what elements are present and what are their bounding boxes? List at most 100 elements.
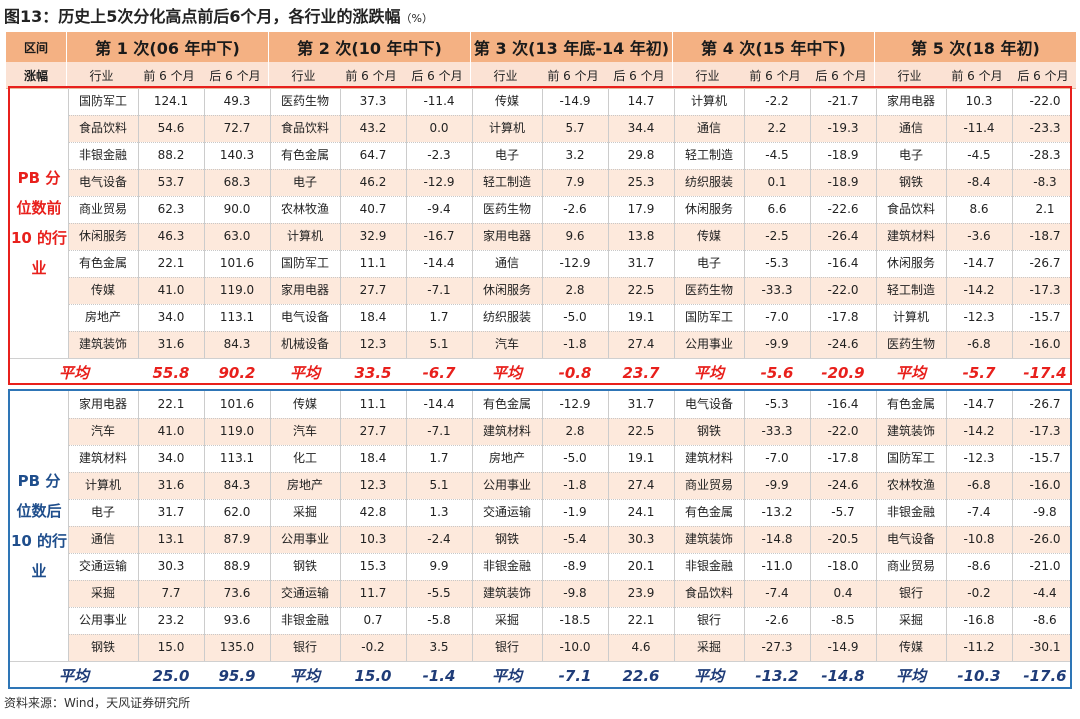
- value-after-6m: -26.7: [1029, 256, 1061, 270]
- industry-name: 公用事业: [482, 478, 531, 492]
- value-before-6m: 11.1: [359, 397, 387, 411]
- value-before-6m: 32.9: [359, 229, 387, 243]
- value-after-6m: -24.6: [827, 478, 859, 492]
- value-after-6m: 29.8: [627, 148, 655, 162]
- industry-name: 房地产: [286, 478, 323, 492]
- value-before-6m: 18.4: [359, 451, 387, 465]
- value-before-6m: -2.2: [765, 94, 789, 108]
- value-before-6m: -12.3: [963, 451, 995, 465]
- industry-name: 国防军工: [78, 94, 127, 108]
- industry-name: 房地产: [488, 451, 525, 465]
- value-after-6m: 0.4: [833, 586, 853, 600]
- industry-name: 医药生物: [482, 202, 531, 216]
- value-after-6m: -26.0: [1029, 532, 1061, 546]
- row-separator: [68, 445, 1070, 446]
- industry-name: 食品饮料: [684, 586, 733, 600]
- industry-name: 计算机: [286, 229, 323, 243]
- value-before-6m: 23.2: [157, 613, 185, 627]
- industry-name: 有色金属: [482, 397, 531, 411]
- value-after-6m: 19.1: [627, 310, 655, 324]
- value-after-6m: -16.4: [827, 397, 859, 411]
- row-stripe: [68, 526, 1070, 553]
- source-note: 资料来源：Wind，天风证券研究所: [4, 696, 191, 710]
- value-before-6m: -5.0: [563, 310, 587, 324]
- value-after-6m: -22.0: [1029, 94, 1061, 108]
- average-label: 平均: [693, 364, 724, 382]
- value-before-6m: 46.2: [359, 175, 387, 189]
- value-after-6m: -22.0: [827, 283, 859, 297]
- value-after-6m: -19.3: [827, 121, 859, 135]
- value-before-6m: -16.8: [963, 613, 995, 627]
- industry-name: 采掘: [90, 586, 115, 600]
- value-after-6m: -9.4: [427, 202, 451, 216]
- value-before-6m: -9.9: [765, 478, 789, 492]
- column-separator: [406, 88, 407, 358]
- value-before-6m: -7.0: [765, 451, 789, 465]
- row-separator: [68, 472, 1070, 473]
- value-after-6m: -26.7: [1029, 397, 1061, 411]
- value-after-6m: -16.0: [1029, 337, 1061, 351]
- value-before-6m: 18.4: [359, 310, 387, 324]
- figure-title-text: 图13：历史上5次分化高点前后6个月，各行业的涨跌幅: [4, 7, 401, 26]
- row-separator: [68, 607, 1070, 608]
- value-after-6m: -5.8: [427, 613, 451, 627]
- industry-name: 交通运输: [482, 505, 531, 519]
- industry-name: 传媒: [898, 640, 923, 654]
- value-before-6m: -3.6: [967, 229, 991, 243]
- row-stripe: [68, 169, 1070, 196]
- average-after-6m: 90.2: [218, 364, 256, 382]
- value-before-6m: -12.9: [559, 256, 591, 270]
- value-before-6m: 54.6: [157, 121, 185, 135]
- value-after-6m: 27.4: [627, 478, 655, 492]
- value-before-6m: 13.1: [157, 532, 185, 546]
- row-separator: [10, 661, 1070, 662]
- period-header: 第 5 次(18 年初): [874, 32, 1076, 62]
- value-after-6m: -14.4: [423, 256, 455, 270]
- value-after-6m: 73.6: [223, 586, 251, 600]
- value-before-6m: 124.1: [153, 94, 189, 108]
- value-after-6m: -7.1: [427, 424, 451, 438]
- industry-name: 公用事业: [684, 337, 733, 351]
- value-before-6m: 31.6: [157, 337, 185, 351]
- row-separator: [68, 277, 1070, 278]
- average-before-6m: 33.5: [354, 364, 392, 382]
- value-after-6m: 5.1: [429, 478, 449, 492]
- industry-name: 休闲服务: [684, 202, 733, 216]
- value-before-6m: -14.2: [963, 424, 995, 438]
- average-after-6m: -20.9: [821, 364, 865, 382]
- value-after-6m: 22.1: [627, 613, 655, 627]
- group-top10-table: PB 分位数前 10 的行业国防军工 124.1 49.3 食品饮料 54.6 72.7 非银…: [8, 86, 1072, 385]
- value-after-6m: 30.3: [627, 532, 655, 546]
- value-before-6m: 10.3: [965, 94, 993, 108]
- value-before-6m: 37.3: [359, 94, 387, 108]
- column-separator: [744, 88, 745, 358]
- group-label-line: PB 分: [17, 169, 61, 187]
- value-after-6m: -22.6: [827, 202, 859, 216]
- column-separator: [406, 391, 407, 661]
- average-before-6m: 25.0: [152, 667, 190, 685]
- value-after-6m: 140.3: [219, 148, 255, 162]
- column-separator: [270, 391, 271, 661]
- value-before-6m: -27.3: [761, 640, 793, 654]
- value-before-6m: 2.8: [565, 283, 585, 297]
- value-after-6m: 119.0: [219, 424, 255, 438]
- value-after-6m: 27.4: [627, 337, 655, 351]
- group-label-line: 位数前: [16, 199, 62, 217]
- industry-name: 银行: [292, 640, 317, 654]
- value-before-6m: 34.0: [157, 310, 185, 324]
- value-before-6m: -4.5: [967, 148, 991, 162]
- value-after-6m: 1.7: [429, 310, 449, 324]
- row-separator: [68, 142, 1070, 143]
- value-before-6m: 22.1: [157, 397, 185, 411]
- column-separator: [608, 391, 609, 661]
- industry-name: 建筑装饰: [886, 424, 935, 438]
- value-after-6m: -21.7: [827, 94, 859, 108]
- column-separator: [68, 391, 69, 661]
- value-before-6m: -6.8: [967, 337, 991, 351]
- industry-name: 银行: [696, 613, 721, 627]
- industry-name: 家用电器: [78, 397, 127, 411]
- value-before-6m: -33.3: [761, 424, 793, 438]
- average-label: 平均: [289, 667, 320, 685]
- industry-name: 非银金融: [684, 559, 733, 573]
- column-header-after-6m: 后 6 个月: [411, 68, 463, 83]
